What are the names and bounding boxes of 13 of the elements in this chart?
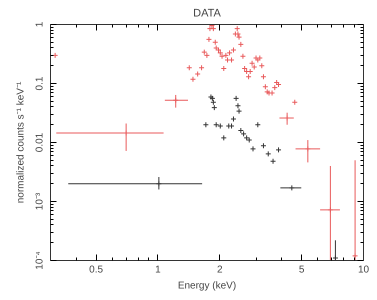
- x-tick-label: 10: [358, 264, 370, 276]
- y-tick-label: 10⁻⁴: [34, 251, 46, 270]
- y-tick-label: 0.01: [34, 132, 46, 152]
- chart-title: DATA: [193, 8, 222, 20]
- y-tick-label: 1: [34, 21, 46, 28]
- x-tick-label: 1: [155, 264, 162, 276]
- y-tick-label: 0.1: [34, 76, 46, 90]
- x-axis-title: Energy (keV): [178, 280, 236, 292]
- y-axis-title: normalized counts s⁻¹ keV⁻¹: [16, 81, 26, 204]
- x-tick-label: 2: [217, 264, 224, 276]
- x-tick-label: 5: [298, 264, 305, 276]
- y-tick-label: 10⁻³: [34, 192, 46, 210]
- x-tick-label: 0.5: [89, 264, 104, 276]
